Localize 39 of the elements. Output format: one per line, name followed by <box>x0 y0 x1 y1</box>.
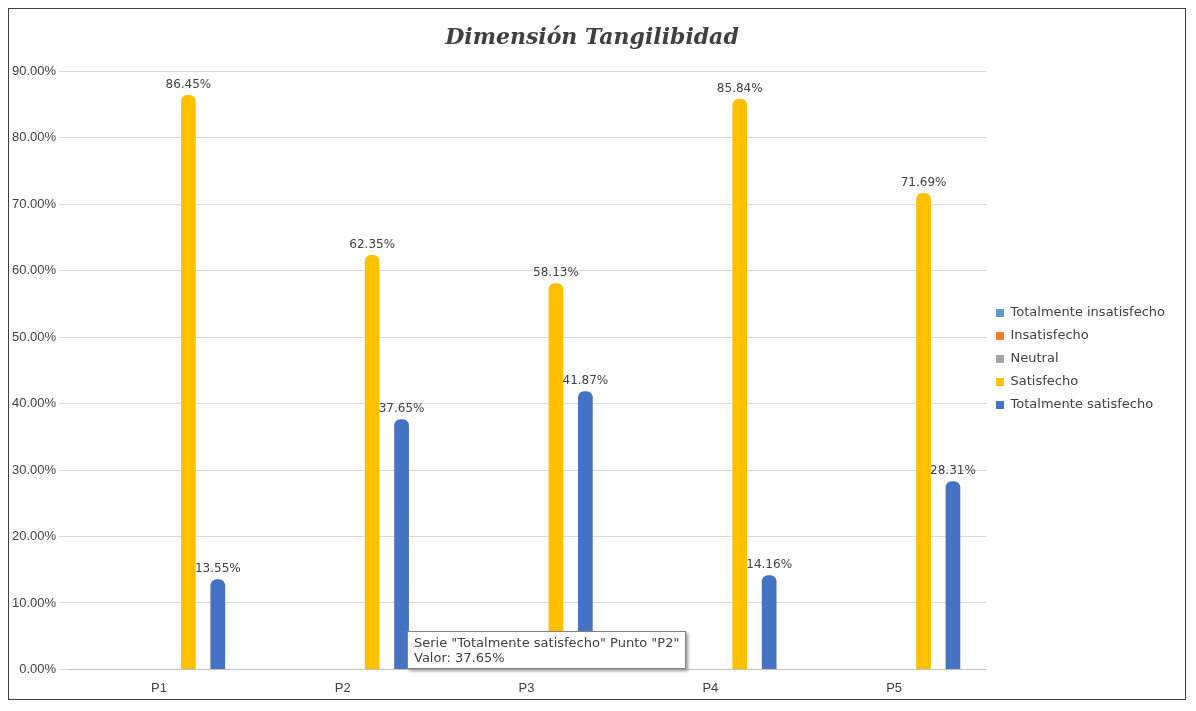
data-label: 28.31% <box>930 463 976 478</box>
bar <box>181 94 196 669</box>
bar <box>732 99 748 669</box>
bar <box>394 419 409 669</box>
y-tick-label: 40.00% <box>12 395 57 411</box>
bar <box>916 193 931 669</box>
legend-label: Satisfecho <box>1010 373 1079 389</box>
legend-label: Neutral <box>1010 350 1059 366</box>
data-label: 41.87% <box>562 373 609 388</box>
data-label: 62.35% <box>349 237 396 252</box>
x-tick-label: P4 <box>702 679 719 695</box>
legend-label: Totalmente insatisfecho <box>1009 304 1166 320</box>
data-label: 85.84% <box>716 81 763 96</box>
y-tick-label: 90.00% <box>12 62 57 78</box>
y-tick-label: 70.00% <box>12 195 57 211</box>
bar <box>945 481 961 669</box>
y-tick-label: 10.00% <box>12 594 57 610</box>
data-label: 86.45% <box>165 77 212 92</box>
y-tick-label: 50.00% <box>12 328 57 344</box>
bar <box>761 575 777 669</box>
x-tick-label: P2 <box>334 679 351 695</box>
y-tick-label: 60.00% <box>12 262 57 278</box>
x-tick-label: P5 <box>886 679 903 695</box>
legend-label: Totalmente satisfecho <box>1009 396 1154 412</box>
data-label: 14.16% <box>746 557 793 572</box>
annotation: Serie "Totalmente satisfecho" Punto "P2" Valor: 37.65% <box>407 631 687 669</box>
legend-label: Insatisfecho <box>1010 327 1089 343</box>
y-tick-label: 30.00% <box>12 461 57 477</box>
x-tick-label: P1 <box>151 679 167 695</box>
y-tick-label: 20.00% <box>12 528 57 544</box>
bar <box>210 579 226 669</box>
data-label: 13.55% <box>194 561 241 576</box>
data-label: 58.13% <box>533 265 579 280</box>
data-label: 71.69% <box>900 175 947 190</box>
bar <box>364 255 380 669</box>
y-tick-label: 0.00% <box>19 660 57 676</box>
x-tick-label: P3 <box>518 679 535 695</box>
y-tick-label: 80.00% <box>12 129 57 145</box>
chart-title: Dimensión Tangilibidad <box>444 22 739 49</box>
